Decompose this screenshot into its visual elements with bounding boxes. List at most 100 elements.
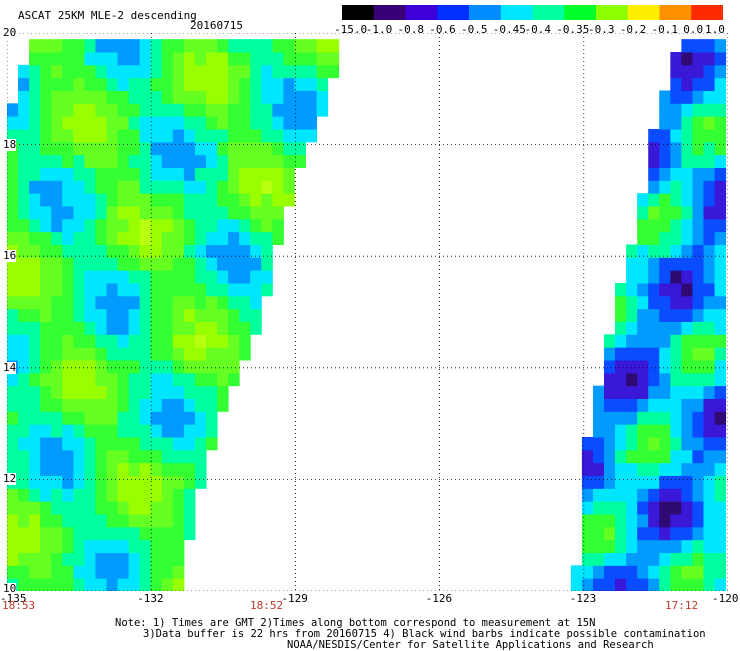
swath-cell: [29, 141, 41, 156]
swath-cell: [183, 308, 196, 322]
swath-cell: [228, 257, 240, 271]
swath-cell: [161, 359, 174, 374]
swath-cell: [106, 51, 119, 66]
swath-cell: [581, 488, 594, 502]
swath-cell: [84, 552, 96, 566]
swath-cell: [161, 436, 174, 451]
swath-cell: [40, 565, 52, 579]
swath-cell: [106, 565, 119, 579]
swath-cell: [194, 436, 207, 451]
swath-cell: [73, 154, 85, 168]
swath-cell: [670, 193, 682, 207]
swath-cell: [217, 103, 229, 117]
swath-cell: [250, 218, 262, 233]
swath-cell: [261, 167, 273, 181]
swath-cell: [205, 359, 218, 374]
swath-cell: [139, 513, 152, 528]
swath-cell: [18, 218, 30, 233]
swath-cell: [62, 462, 74, 476]
swath-cell: [95, 565, 107, 579]
swath-cell: [228, 103, 240, 117]
swath-cell: [161, 488, 174, 502]
swath-cell: [172, 77, 185, 91]
swath-cell: [659, 282, 671, 297]
swath-cell: [703, 565, 716, 579]
swath-cell: [603, 501, 616, 515]
swath-cell: [217, 90, 229, 104]
swath-cell: [73, 180, 85, 194]
swath-cell: [150, 552, 163, 566]
swath-cell: [139, 449, 152, 464]
swath-cell: [637, 282, 649, 297]
swath-cell: [670, 372, 682, 387]
swath-cell: [194, 321, 207, 335]
swath-cell: [128, 90, 141, 104]
swath-cell: [150, 424, 163, 438]
swath-cell: [172, 64, 185, 79]
swath-cell: [205, 385, 218, 399]
swath-cell: [51, 103, 63, 117]
swath-cell: [73, 193, 85, 207]
swath-cell: [670, 513, 682, 528]
swath-cell: [603, 334, 616, 348]
swath-cell: [161, 39, 174, 53]
swath-cell: [659, 501, 671, 515]
swath-cell: [670, 244, 682, 258]
swath-cell: [194, 295, 207, 310]
swath-cell: [637, 193, 649, 207]
longitude-label: -132: [137, 592, 164, 605]
swath-cell: [205, 231, 218, 245]
swath-cell: [62, 513, 74, 528]
swath-cell: [703, 552, 716, 566]
swath-cell: [670, 475, 682, 489]
swath-cell: [681, 449, 693, 464]
swath-cell: [150, 39, 163, 53]
swath-cell: [603, 398, 616, 412]
swath-cell: [18, 411, 30, 425]
swath-cell: [40, 257, 52, 271]
swath-cell: [703, 167, 716, 181]
swath-cell: [217, 51, 229, 66]
swath-cell: [592, 462, 605, 476]
swath-cell: [217, 77, 229, 91]
swath-cell: [681, 411, 693, 425]
swath-cell: [228, 359, 240, 374]
swath-cell: [7, 411, 19, 425]
swath-cell: [637, 385, 649, 399]
swath-cell: [29, 205, 41, 220]
swath-cell: [73, 488, 85, 502]
swath-cell: [670, 526, 682, 541]
swath-cell: [205, 282, 218, 297]
swath-cell: [217, 295, 229, 310]
swath-cell: [172, 424, 185, 438]
swath-cell: [139, 116, 152, 130]
swath-cell: [648, 488, 660, 502]
swath-cell: [205, 308, 218, 322]
swath-cell: [161, 565, 174, 579]
swath-cell: [239, 308, 251, 322]
color-scale-segment: [469, 5, 502, 20]
swath-cell: [84, 462, 96, 476]
swath-cell: [84, 116, 96, 130]
swath-cell: [40, 424, 52, 438]
swath-cell: [150, 218, 163, 233]
swath-cell: [592, 385, 605, 399]
swath-cell: [703, 39, 716, 53]
swath-cell: [228, 270, 240, 284]
swath-cell: [603, 411, 616, 425]
swath-cell: [703, 90, 716, 104]
swath-cell: [205, 51, 218, 66]
swath-cell: [7, 205, 19, 220]
swath-cell: [84, 398, 96, 412]
swath-cell: [637, 462, 649, 476]
swath-cell: [29, 347, 41, 361]
swath-cell: [239, 193, 251, 207]
swath-cell: [183, 103, 196, 117]
color-scale-label: -0.45: [492, 23, 526, 36]
swath-cell: [18, 552, 30, 566]
swath-cell: [283, 154, 295, 168]
swath-cell: [106, 205, 119, 220]
swath-cell: [7, 565, 19, 579]
swath-cell: [194, 411, 207, 425]
swath-cell: [637, 436, 649, 451]
